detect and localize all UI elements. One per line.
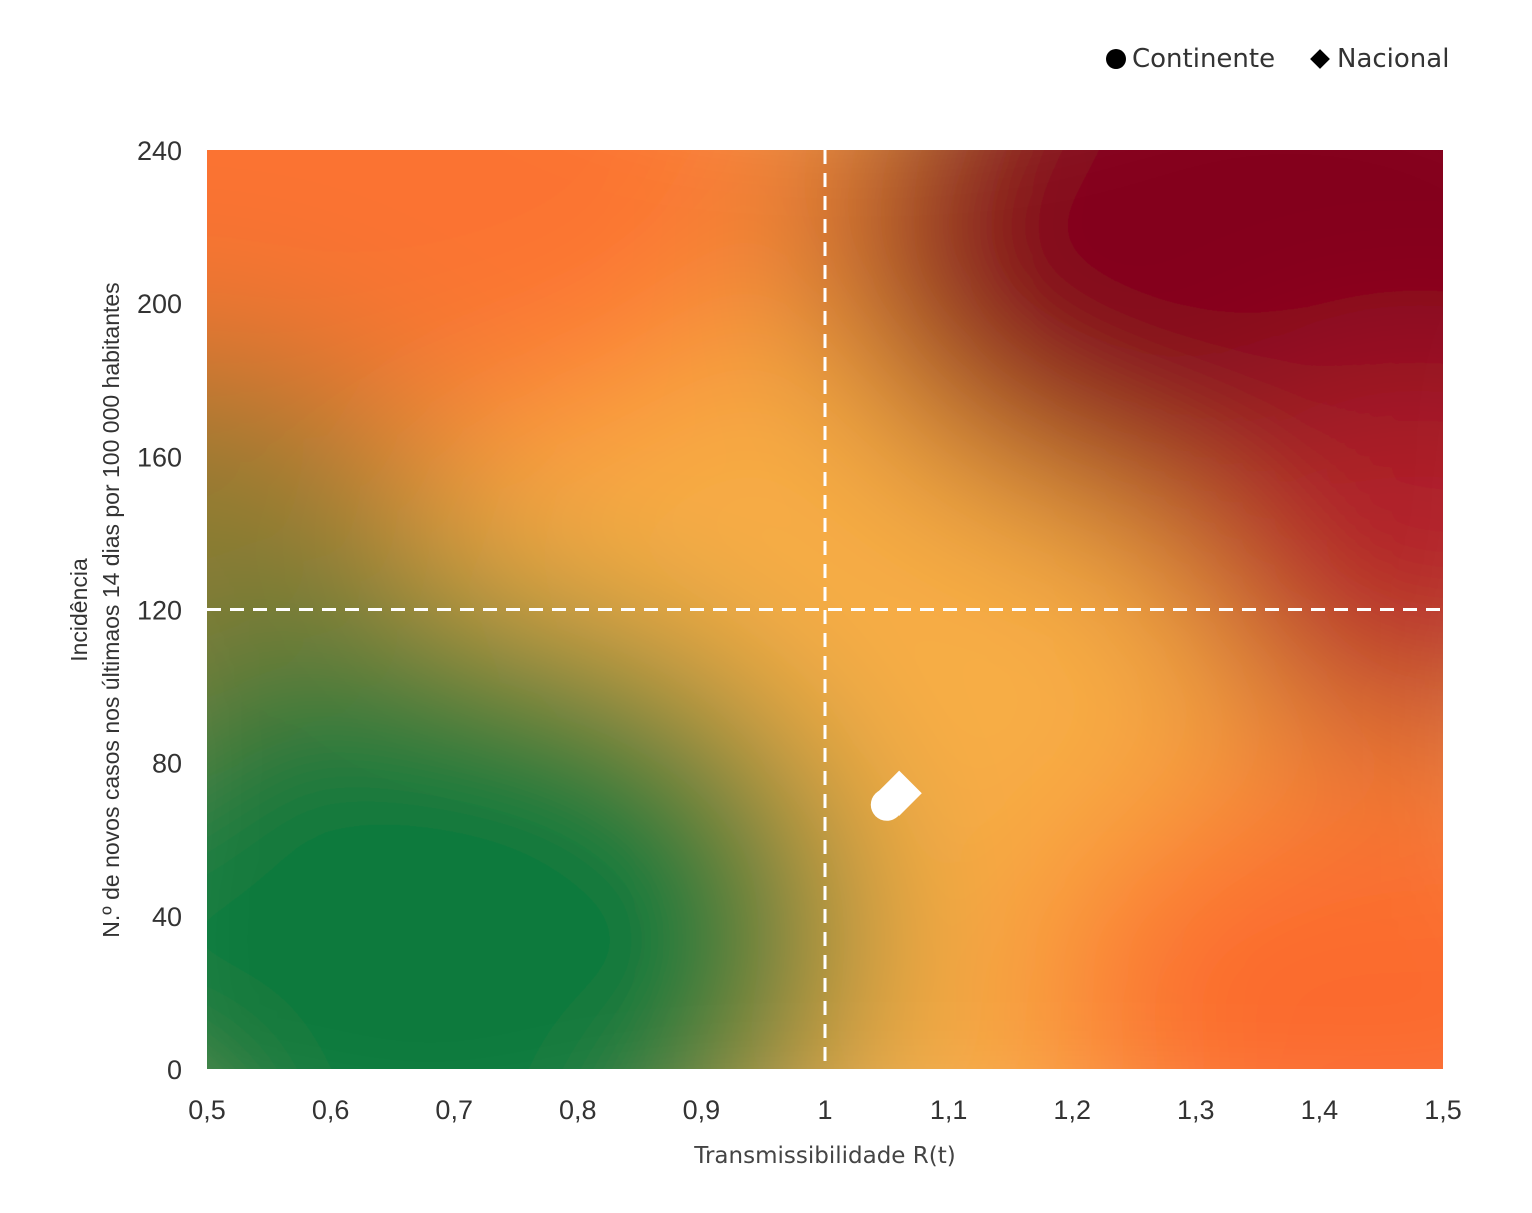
y-tick-label: 0 (167, 1055, 182, 1085)
x-tick-label: 1,3 (1177, 1095, 1215, 1125)
x-tick-label: 0,5 (188, 1095, 226, 1125)
y-tick-label: 200 (137, 289, 182, 319)
legend-label-nacional: Nacional (1337, 44, 1449, 74)
bg-orange-top-left (207, 150, 800, 450)
data-points (870, 770, 922, 821)
y-tick-label: 240 (137, 136, 182, 166)
y-axis-ticks: 0 40 80 120 160 200 240 (137, 136, 182, 1085)
y-tick-label: 80 (152, 749, 182, 779)
bg-green-bottom-left (207, 610, 850, 1069)
bg-red-right-mid (1190, 380, 1443, 740)
x-tick-label: 1 (817, 1095, 832, 1125)
legend-circle-icon (1106, 49, 1126, 69)
x-tick-label: 1,4 (1301, 1095, 1339, 1125)
y-axis-title-line1: Incidência (66, 558, 92, 662)
x-tick-label: 1,5 (1424, 1095, 1462, 1125)
legend-diamond-icon (1310, 49, 1330, 69)
legend-label-continente: Continente (1132, 44, 1275, 74)
x-tick-label: 1,2 (1053, 1095, 1091, 1125)
y-tick-label: 120 (137, 596, 182, 626)
y-tick-label: 160 (137, 442, 182, 472)
x-tick-label: 1,1 (930, 1095, 968, 1125)
x-tick-label: 0,9 (683, 1095, 721, 1125)
x-axis-title: Transmissibilidade R(t) (693, 1143, 955, 1169)
x-tick-label: 0,8 (559, 1095, 597, 1125)
x-tick-label: 0,6 (312, 1095, 350, 1125)
bg-orange-bottom-right (1050, 770, 1443, 1069)
y-axis-title-line2: N.º de novos casos nos últimaos 14 dias … (98, 282, 124, 937)
x-tick-label: 0,7 (435, 1095, 473, 1125)
data-point-continente (870, 788, 903, 821)
y-tick-label: 40 (152, 902, 182, 932)
legend: Continente Nacional (1106, 44, 1449, 74)
x-axis-ticks: 0,5 0,6 0,7 0,8 0,9 1 1,1 1,2 1,3 1,4 1,5 (188, 1095, 1462, 1125)
